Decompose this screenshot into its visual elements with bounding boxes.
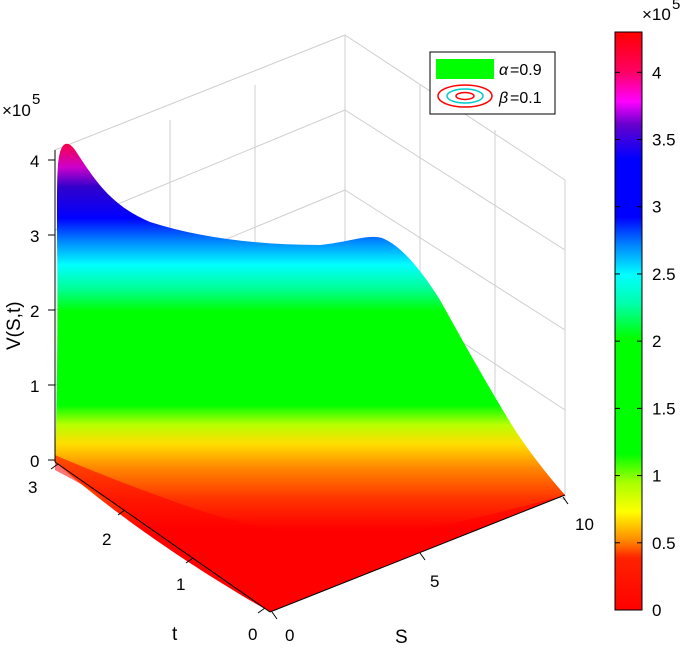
t-tick-mark <box>117 509 126 516</box>
t-axis: 0 1 2 3 t <box>28 461 271 645</box>
colorbar-tick-label: 0.5 <box>652 534 676 553</box>
s-axis-label: S <box>395 627 408 648</box>
colorbar-tick-label: 2.5 <box>652 265 676 284</box>
colorbar-exponent: 5 <box>672 0 680 13</box>
colorbar-tick-label: 3 <box>652 198 661 217</box>
t-tick-mark <box>185 557 194 564</box>
colorbar-multiplier: ×10 <box>642 5 671 24</box>
s-tick-mark <box>562 496 569 505</box>
z-tick-label: 4 <box>30 152 39 171</box>
t-tick-label: 0 <box>248 625 257 644</box>
colorbar-tick-label: 1 <box>652 467 661 486</box>
t-tick-label: 2 <box>102 530 111 549</box>
surface-front-band <box>55 455 565 612</box>
legend-label-alpha: =0.9 <box>510 62 542 79</box>
legend-symbol-beta: β <box>498 90 508 107</box>
legend-symbol-alpha: α <box>499 62 509 79</box>
s-tick-label: 0 <box>285 626 294 645</box>
z-exponent: 5 <box>32 91 40 108</box>
t-tick-mark <box>257 607 266 614</box>
colorbar-tick-label: 0 <box>652 601 661 620</box>
legend-swatch-beta <box>437 84 493 108</box>
colorbar-tick-label: 3.5 <box>652 131 676 150</box>
legend-swatch-alpha <box>436 59 494 79</box>
z-tick-label: 3 <box>30 227 39 246</box>
z-tick-label: 0 <box>30 452 39 471</box>
legend: α =0.9 β =0.1 <box>429 51 556 115</box>
colorbar-ticks: 0 0.5 1 1.5 2 2.5 3 3.5 4 <box>615 63 676 620</box>
t-tick-label: 3 <box>28 478 37 497</box>
colorbar-gradient <box>614 31 643 611</box>
z-tick-label: 1 <box>30 377 39 396</box>
t-tick-label: 1 <box>176 575 185 594</box>
legend-label-beta: =0.1 <box>510 90 542 107</box>
z-multiplier: ×10 <box>2 101 31 120</box>
s-tick-mark <box>271 611 278 620</box>
s-tick-label: 5 <box>430 572 439 591</box>
surface <box>55 143 565 612</box>
s-tick-mark <box>419 552 426 561</box>
colorbar-tick-label: 2 <box>652 332 661 351</box>
colorbar: ×10 5 0 0.5 1 1.5 2 2.5 3 3.5 4 <box>614 0 680 620</box>
z-axis-label: V(S,t) <box>4 301 25 350</box>
z-tick-label: 2 <box>30 302 39 321</box>
colorbar-tick-label: 1.5 <box>652 399 676 418</box>
t-tick-mark <box>50 463 59 470</box>
z-axis: 0 1 2 3 4 ×10 5 V(S,t) <box>2 91 56 471</box>
s-axis: 0 5 10 S <box>269 494 594 648</box>
t-axis-label: t <box>172 624 178 645</box>
colorbar-tick-label: 4 <box>652 63 661 82</box>
s-tick-label: 10 <box>575 515 594 534</box>
